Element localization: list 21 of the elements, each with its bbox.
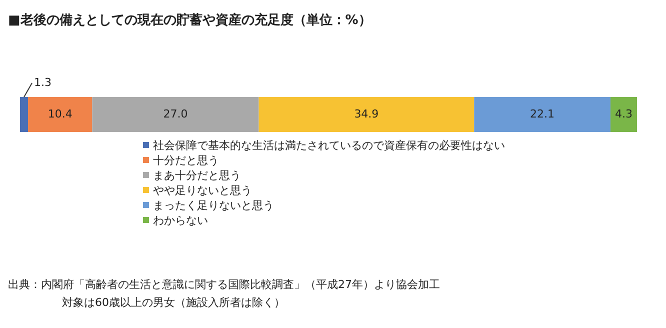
bar bbox=[474, 97, 610, 132]
legend-label: わからない bbox=[153, 214, 208, 228]
data-label: 34.9 bbox=[354, 108, 379, 121]
bar bbox=[20, 97, 28, 132]
bar bbox=[610, 97, 637, 132]
legend-label: やや足りないと思う bbox=[153, 184, 252, 198]
data-label: 27.0 bbox=[163, 108, 188, 121]
legend-label: 十分だと思う bbox=[153, 154, 219, 168]
legend-label: 社会保障で基本的な生活は満たされているので資産保有の必要性はない bbox=[153, 139, 505, 152]
bar bbox=[28, 97, 92, 132]
data-label: 22.1 bbox=[530, 108, 555, 121]
source-note: 出典：内閣府「高齢者の生活と意識に関する国際比較調査」（平成27年）より協会加工 bbox=[8, 278, 440, 291]
legend-label: まったく足りないと思う bbox=[153, 199, 274, 212]
data-label: 10.4 bbox=[48, 108, 72, 121]
data-label: 4.3 bbox=[614, 108, 632, 121]
chart-title: ■老後の備えとしての現在の貯蓄や資産の充足度（単位：%） bbox=[8, 12, 372, 28]
legend-label: まあ十分だと思う bbox=[153, 169, 241, 182]
data-label: 1.3 bbox=[34, 76, 52, 90]
text: 対象は60歳以上の男女（施設入所者は除く） bbox=[62, 296, 285, 309]
bar bbox=[258, 97, 474, 132]
bar bbox=[92, 97, 259, 132]
